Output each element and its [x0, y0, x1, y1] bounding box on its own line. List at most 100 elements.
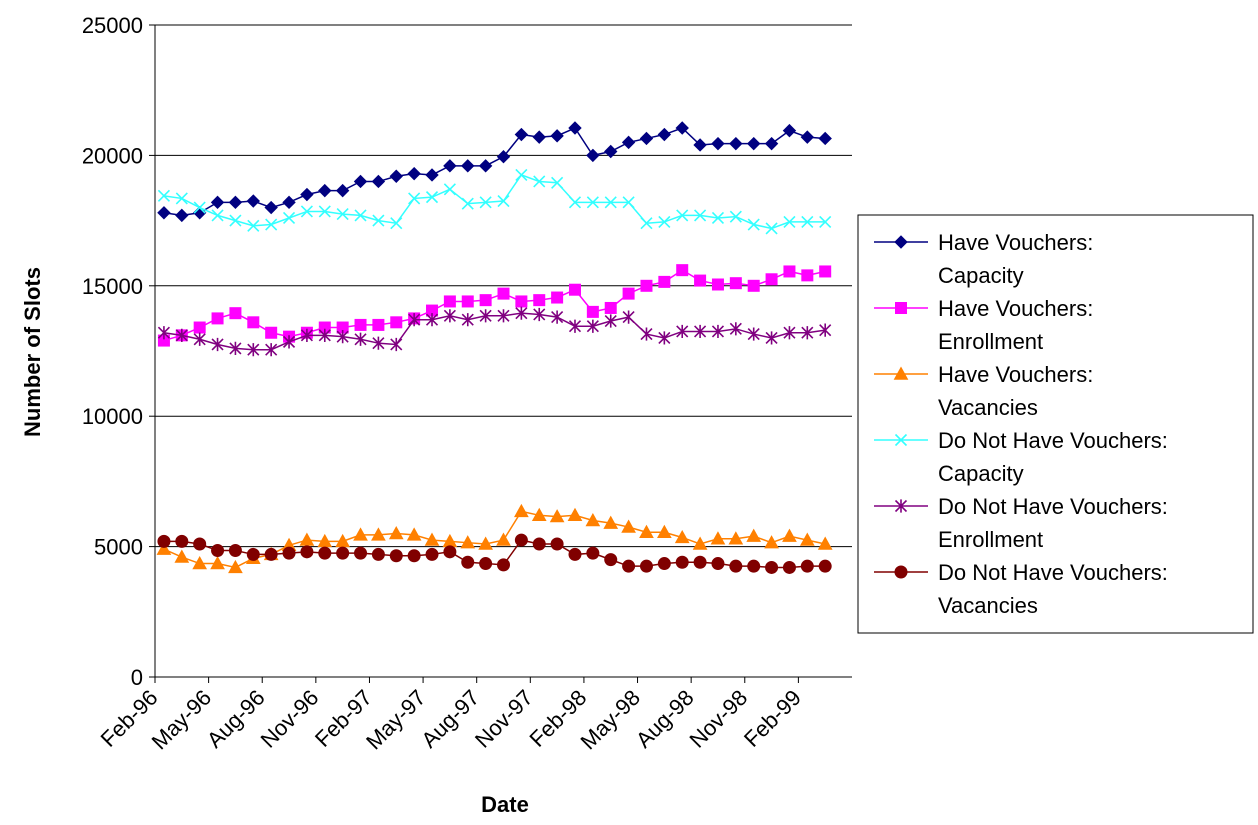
data-point [567, 507, 583, 522]
x-tick-label: Aug-98 [631, 685, 699, 753]
data-point [604, 301, 617, 314]
data-point [711, 557, 725, 571]
x-tick-label: Nov-96 [256, 685, 324, 753]
data-point [639, 559, 653, 573]
data-point [515, 306, 528, 320]
data-point [639, 524, 654, 538]
y-axis-title: Number of Slots [20, 267, 45, 437]
data-point [157, 189, 171, 202]
data-point [228, 559, 243, 574]
data-point [765, 560, 779, 574]
data-point [406, 527, 422, 541]
legend-label: Capacity [938, 461, 1024, 486]
y-tick-label: 10000 [82, 404, 143, 429]
legend-label: Do Not Have Vouchers: [938, 428, 1168, 453]
y-tick-label: 25000 [82, 13, 143, 38]
data-point [711, 136, 725, 151]
data-point [694, 274, 707, 287]
data-point [551, 176, 564, 189]
data-point [675, 555, 689, 569]
data-point [515, 295, 528, 308]
data-point [729, 559, 743, 573]
data-point [318, 328, 331, 342]
data-point [657, 127, 672, 142]
data-point [603, 515, 619, 529]
data-point [157, 326, 171, 340]
data-point [568, 547, 582, 561]
data-point [676, 209, 689, 222]
data-point [354, 332, 367, 346]
legend-label: Do Not Have Vouchers: [938, 494, 1168, 519]
data-point [390, 337, 403, 352]
legend-box [857, 214, 1254, 634]
data-point [764, 136, 779, 151]
data-point [514, 533, 528, 547]
legend-entry: Have Vouchers: Capacity [874, 230, 1093, 288]
data-point [783, 265, 796, 278]
x-axis-ticks: Feb-96May-96Aug-96Nov-96Feb-97May-97Aug-… [96, 677, 806, 754]
data-point [694, 209, 707, 222]
data-point [764, 535, 779, 549]
data-point [336, 546, 350, 560]
data-point [210, 556, 225, 570]
y-tick-label: 15000 [82, 274, 143, 299]
data-point [211, 337, 224, 352]
data-point [335, 183, 350, 198]
data-point [265, 343, 278, 357]
data-point [479, 294, 492, 307]
data-point [478, 536, 493, 550]
data-point [801, 326, 814, 340]
data-point [354, 318, 367, 331]
data-point [783, 215, 796, 228]
data-point [372, 214, 385, 227]
series-3 [156, 503, 833, 574]
data-point [818, 131, 832, 146]
data-point [372, 318, 385, 331]
data-point [640, 279, 653, 292]
data-point [192, 556, 208, 570]
data-point [801, 269, 814, 282]
data-point [568, 283, 581, 296]
y-tick-label: 5000 [94, 535, 143, 560]
data-point [247, 343, 260, 357]
y-tick-label: 0 [131, 665, 143, 690]
data-point [335, 533, 351, 548]
data-point [711, 211, 725, 225]
data-point [229, 214, 242, 227]
data-point [389, 549, 403, 563]
data-point [407, 166, 421, 181]
data-point [747, 559, 761, 573]
legend-entry: Have Vouchers: Vacancies [874, 362, 1093, 420]
data-point [801, 215, 814, 228]
y-tick-label: 20000 [82, 143, 143, 168]
x-tick-label: May-98 [576, 685, 646, 755]
data-point [747, 279, 760, 292]
data-point [407, 549, 421, 563]
data-point [550, 537, 564, 551]
data-point [408, 313, 421, 327]
data-point [711, 324, 725, 339]
data-point [658, 215, 671, 228]
data-point [390, 217, 403, 230]
data-point [585, 512, 601, 527]
data-point [497, 558, 510, 572]
data-point [747, 218, 760, 231]
data-point [460, 535, 476, 549]
data-point [894, 499, 908, 513]
data-point [622, 287, 635, 300]
data-point [532, 537, 546, 551]
data-point [551, 291, 564, 304]
data-point [621, 519, 636, 533]
data-point [461, 313, 474, 327]
data-point [211, 209, 224, 222]
data-point [604, 553, 618, 567]
data-point [229, 307, 242, 320]
data-point [479, 309, 492, 323]
data-point [746, 136, 761, 151]
series-2 [157, 264, 832, 347]
data-point [551, 310, 564, 324]
legend-label: Have Vouchers: [938, 230, 1093, 255]
data-point [497, 194, 510, 208]
data-point [782, 123, 797, 138]
data-point [819, 265, 832, 278]
